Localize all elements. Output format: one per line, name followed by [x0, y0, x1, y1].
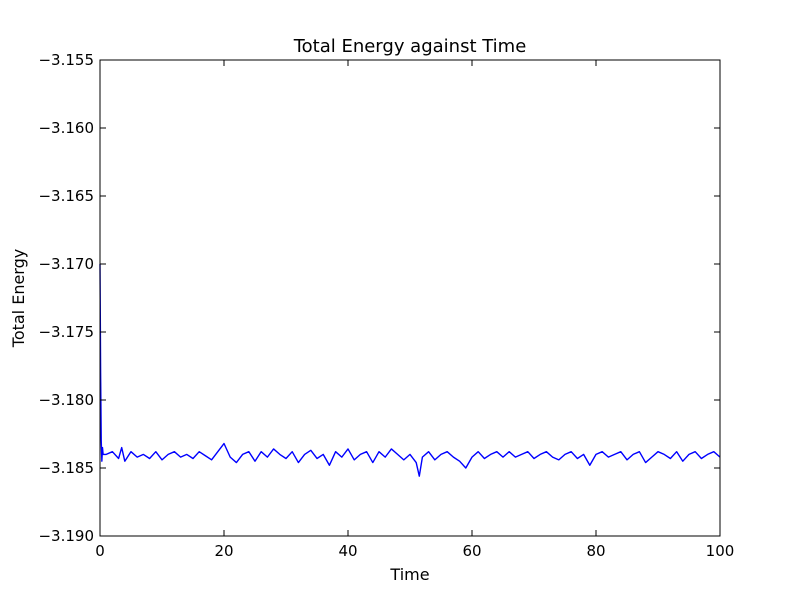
series-layer [99, 263, 721, 477]
y-tick-label: −3.185 [38, 459, 94, 477]
y-axis-label: Total Energy [9, 249, 28, 348]
plot-frame [99, 59, 721, 537]
y-tick-label: −3.180 [38, 391, 94, 409]
chart-title: Total Energy against Time [293, 36, 527, 57]
x-axis-label: Time [389, 565, 429, 584]
energy-series-line [99, 263, 721, 477]
tick-layer: 0 20 40 60 80 100 −3.155 −3.160 −3.165 −3.170 −3.1… [38, 51, 734, 560]
y-tick-label: −3.160 [38, 119, 94, 137]
x-tick-label: 40 [338, 542, 357, 560]
y-tick-label: −3.165 [38, 187, 94, 205]
x-tick-label: 0 [95, 542, 105, 560]
y-tick-label: −3.155 [38, 51, 94, 69]
x-tick-label: 100 [706, 542, 735, 560]
y-tick-label: −3.170 [38, 255, 94, 273]
y-tick-label: −3.190 [38, 527, 94, 545]
x-tick-label: 20 [214, 542, 233, 560]
x-tick-label: 80 [586, 542, 605, 560]
x-tick-label: 60 [462, 542, 481, 560]
y-tick-label: −3.175 [38, 323, 94, 341]
